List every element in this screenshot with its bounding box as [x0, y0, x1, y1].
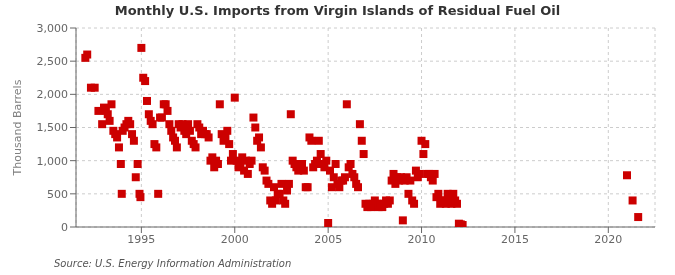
svg-text:2015: 2015: [501, 233, 529, 246]
html-text:Monthly U.S. Imports from Virg: Monthly U.S. Imports from Virgin Islands…: [114, 3, 561, 18]
html-text:Source: U.S. Energy Informatio: Source: U.S. Energy Information Administ…: [54, 258, 292, 269]
svg-text:Thousand Barrels: Thousand Barrels: [11, 79, 24, 176]
svg-text:1,500: 1,500: [37, 121, 69, 134]
svg-text:2020: 2020: [594, 233, 622, 246]
svg-text:1,000: 1,000: [37, 155, 69, 168]
svg-text:2,500: 2,500: [37, 55, 69, 68]
svg-text:1995: 1995: [127, 233, 155, 246]
svg-text:3,000: 3,000: [37, 22, 69, 35]
svg-text:500: 500: [47, 188, 68, 201]
svg-text:2,000: 2,000: [37, 88, 69, 101]
svg-text:2010: 2010: [408, 233, 436, 246]
svg-text:2000: 2000: [221, 233, 249, 246]
svg-text:0: 0: [61, 221, 68, 234]
svg-text:2005: 2005: [314, 233, 342, 246]
